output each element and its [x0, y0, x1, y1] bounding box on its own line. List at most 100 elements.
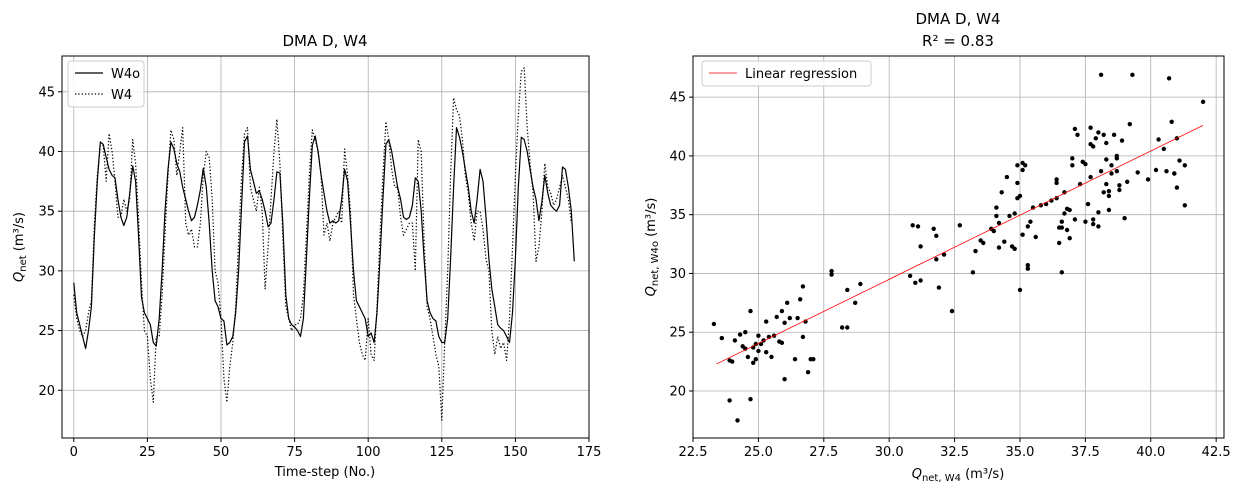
scatter-point	[1101, 190, 1106, 195]
left-grid	[62, 56, 590, 438]
scatter-point	[1200, 99, 1206, 105]
right-y-axis-label-unit: (m³/s)	[644, 198, 659, 241]
scatter-point	[756, 348, 761, 354]
scatter-point	[782, 377, 787, 382]
scatter-point	[1054, 177, 1059, 182]
scatter-point	[753, 357, 758, 362]
scatter-point	[1012, 246, 1017, 251]
right-y-tick-label: 45	[669, 91, 686, 106]
scatter-point	[745, 354, 751, 360]
scatter-point	[845, 325, 850, 330]
scatter-point	[918, 244, 923, 249]
right-x-axis-label-unit: (m³/s)	[961, 467, 1004, 482]
right-plot-marks	[711, 72, 1206, 423]
scatter-point	[1004, 174, 1010, 180]
scatter-point	[1072, 126, 1078, 132]
left-x-tick-label: 50	[213, 445, 230, 460]
right-y-axis-label: Qnet, W4o (m³/s)	[644, 198, 661, 297]
right-y-tick-label: 40	[669, 149, 686, 164]
scatter-point	[1106, 189, 1112, 194]
scatter-point	[996, 220, 1002, 226]
scatter-point	[1161, 146, 1167, 152]
scatter-point	[1098, 72, 1104, 78]
scatter-point	[1127, 122, 1133, 127]
scatter-point	[730, 359, 735, 364]
scatter-point	[779, 308, 785, 314]
scatter-point	[1054, 180, 1059, 186]
left-y-tick-label: 30	[38, 264, 55, 279]
scatter-point	[1067, 207, 1072, 213]
right-y-axis-label-sub: net, W4o	[650, 241, 661, 286]
right-x-tick-label: 25.0	[744, 445, 773, 460]
scatter-point	[1015, 180, 1020, 186]
right-x-tick-label: 22.5	[679, 445, 708, 460]
scatter-point	[800, 284, 806, 289]
left-legend: W4o W4	[67, 60, 145, 108]
left-y-tick-label: 45	[38, 85, 55, 100]
left-y-tick-label: 40	[38, 145, 55, 160]
left-x-tick-label: 25	[139, 445, 156, 460]
scatter-point	[1059, 270, 1065, 275]
regression-line	[716, 124, 1204, 365]
scatter-point	[1020, 232, 1025, 237]
left-y-axis-label-unit: (m³/s)	[12, 212, 27, 255]
scatter-point	[1101, 132, 1106, 137]
right-axes-frame	[692, 55, 1225, 439]
scatter-point	[787, 315, 792, 321]
scatter-point	[1098, 169, 1104, 174]
right-legend: Linear regression	[701, 60, 872, 87]
left-plot-lines	[73, 67, 575, 421]
left-x-tick-label: 125	[429, 445, 454, 460]
scatter-point	[907, 273, 913, 278]
right-x-axis-label-sub: net, W4	[922, 473, 961, 484]
scatter-point	[737, 332, 743, 337]
scatter-point	[1070, 156, 1075, 161]
legend-label-w4: W4	[111, 88, 132, 103]
scatter-point	[1182, 203, 1188, 208]
scatter-point	[800, 334, 806, 340]
scatter-point	[1054, 196, 1059, 201]
left-x-tick-label: 75	[286, 445, 303, 460]
scatter-point	[1122, 216, 1127, 221]
scatter-point	[727, 398, 732, 403]
scatter-point	[853, 300, 858, 305]
scatter-point	[1166, 76, 1172, 81]
scatter-point	[732, 338, 738, 343]
scatter-point	[764, 319, 769, 324]
scatter-point	[1012, 211, 1017, 216]
right-chart-title: DMA D, W4	[916, 10, 1001, 28]
scatter-point	[970, 270, 976, 275]
scatter-point	[845, 287, 850, 293]
scatter-point	[994, 205, 999, 210]
left-chart-title: DMA D, W4	[283, 32, 368, 50]
series-line-w4	[73, 67, 572, 421]
scatter-point	[999, 190, 1004, 195]
scatter-point	[839, 325, 845, 330]
scatter-point	[1002, 239, 1007, 244]
right-x-tick-label: 40.0	[1136, 445, 1165, 460]
scatter-point	[949, 308, 955, 314]
scatter-point	[1020, 167, 1025, 173]
left-x-axis-label: Time-step (No.)	[274, 465, 375, 480]
scatter-point	[1083, 161, 1088, 167]
scatter-point	[1130, 72, 1135, 78]
scatter-point	[1106, 193, 1112, 199]
scatter-point	[1117, 183, 1122, 188]
scatter-point	[1114, 156, 1120, 161]
scatter-point	[785, 300, 790, 305]
scatter-point	[910, 223, 915, 228]
left-x-tick-label: 175	[577, 445, 602, 460]
left-y-axis-label-sub: net	[18, 255, 29, 271]
scatter-point	[1091, 221, 1096, 227]
right-y-tick-label: 25	[669, 326, 686, 341]
scatter-point	[1030, 205, 1036, 210]
left-y-axis-label-main: Q	[12, 272, 27, 282]
right-legend-box	[701, 60, 872, 87]
scatter-chart: 22.5 25.0 27.5 30.0 32.5 35.0 37.5 40.0 42.5 20 25…	[644, 10, 1231, 484]
scatter-point	[1025, 263, 1031, 268]
scatter-point	[1104, 140, 1109, 146]
scatter-point	[1153, 167, 1159, 173]
scatter-point	[743, 346, 748, 351]
right-x-tick-label: 37.5	[1071, 445, 1100, 460]
